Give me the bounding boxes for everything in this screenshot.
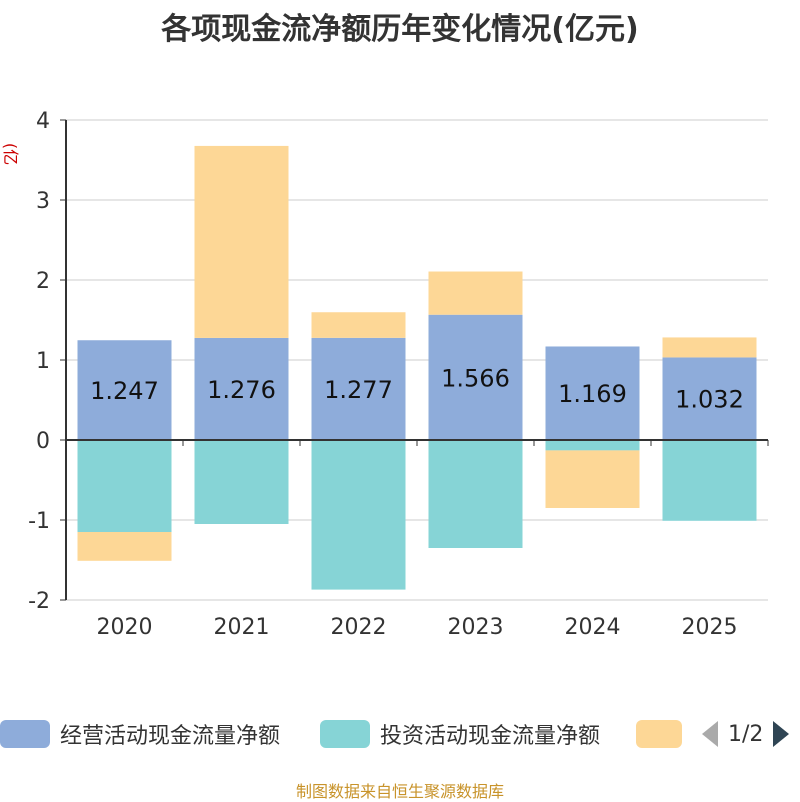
legend-item-operating[interactable]: 经营活动现金流量净额 — [0, 716, 280, 752]
data-label-operating-2025: 1.032 — [675, 386, 744, 414]
grid-lines — [66, 119, 768, 601]
x-tick-label-2023: 2023 — [448, 615, 504, 640]
bar-investing-2023 — [428, 440, 523, 548]
data-label-operating-2020: 1.247 — [90, 377, 159, 405]
data-label-operating-2023: 1.566 — [441, 364, 510, 392]
bar-investing-2024 — [545, 440, 640, 451]
y-tick-label: 4 — [36, 109, 50, 134]
bar-investing-2020 — [77, 440, 172, 532]
pager-next-icon[interactable] — [771, 719, 791, 749]
legend-swatch-financing — [636, 720, 682, 748]
bar-operating-2023 — [428, 314, 523, 440]
data-labels: 1.247 1.276 1.277 1.566 1.169 1.032 — [90, 364, 744, 413]
bar-investing-2021 — [194, 440, 289, 524]
data-label-operating-2021: 1.276 — [207, 376, 276, 404]
legend-item-investing[interactable]: 投资活动现金流量净额 — [320, 716, 600, 752]
legend-label-investing: 投资活动现金流量净额 — [380, 724, 601, 749]
bar-operating-2024 — [545, 346, 640, 440]
chart-title: 各项现金流净额历年变化情况(亿元) — [161, 12, 639, 47]
x-tick-label-2025: 2025 — [682, 615, 738, 640]
y-tick-label: 3 — [36, 189, 50, 214]
legend-pager: 1/2 — [700, 716, 800, 752]
pager-text: 1/2 — [728, 721, 764, 747]
data-label-operating-2024: 1.169 — [558, 380, 627, 408]
bar-operating-2021 — [194, 337, 289, 440]
source-note: 制图数据来自恒生聚源数据库 — [295, 782, 504, 801]
bar-financing-2024 — [545, 450, 640, 508]
y-tick-label: 1 — [36, 349, 50, 374]
bar-financing-2022 — [311, 312, 406, 338]
pager-prev-icon[interactable] — [700, 719, 720, 749]
bar-financing-2020 — [77, 532, 172, 561]
bar-financing-2021 — [194, 145, 289, 338]
bar-operating-2020 — [77, 340, 172, 440]
legend-swatch-operating — [0, 720, 50, 748]
y-tick-label: -2 — [28, 589, 50, 614]
x-tick-label-2020: 2020 — [97, 615, 153, 640]
y-tick-label: 2 — [36, 269, 50, 294]
legend-item-financing[interactable] — [636, 716, 682, 752]
data-label-operating-2022: 1.277 — [324, 376, 393, 404]
bar-investing-2022 — [311, 440, 406, 590]
bar-operating-2025 — [662, 357, 757, 440]
legend: 经营活动现金流量净额 投资活动现金流量净额 — [0, 716, 800, 752]
legend-swatch-investing — [320, 720, 370, 748]
y-tick-label: -1 — [28, 509, 50, 534]
x-tick-label-2022: 2022 — [331, 615, 387, 640]
x-tick-label-2021: 2021 — [214, 615, 270, 640]
axes: 4 3 2 1 0 -1 -2 2020 2021 2022 2023 2024 2025 — [28, 109, 769, 640]
legend-label-operating: 经营活动现金流量净额 — [60, 724, 281, 749]
y-tick-label: 0 — [36, 429, 50, 454]
bars — [77, 145, 757, 590]
bar-operating-2022 — [311, 337, 406, 440]
bar-investing-2025 — [662, 440, 757, 521]
bar-financing-2023 — [428, 271, 523, 315]
x-tick-label-2024: 2024 — [565, 615, 621, 640]
bar-financing-2025 — [662, 337, 757, 358]
